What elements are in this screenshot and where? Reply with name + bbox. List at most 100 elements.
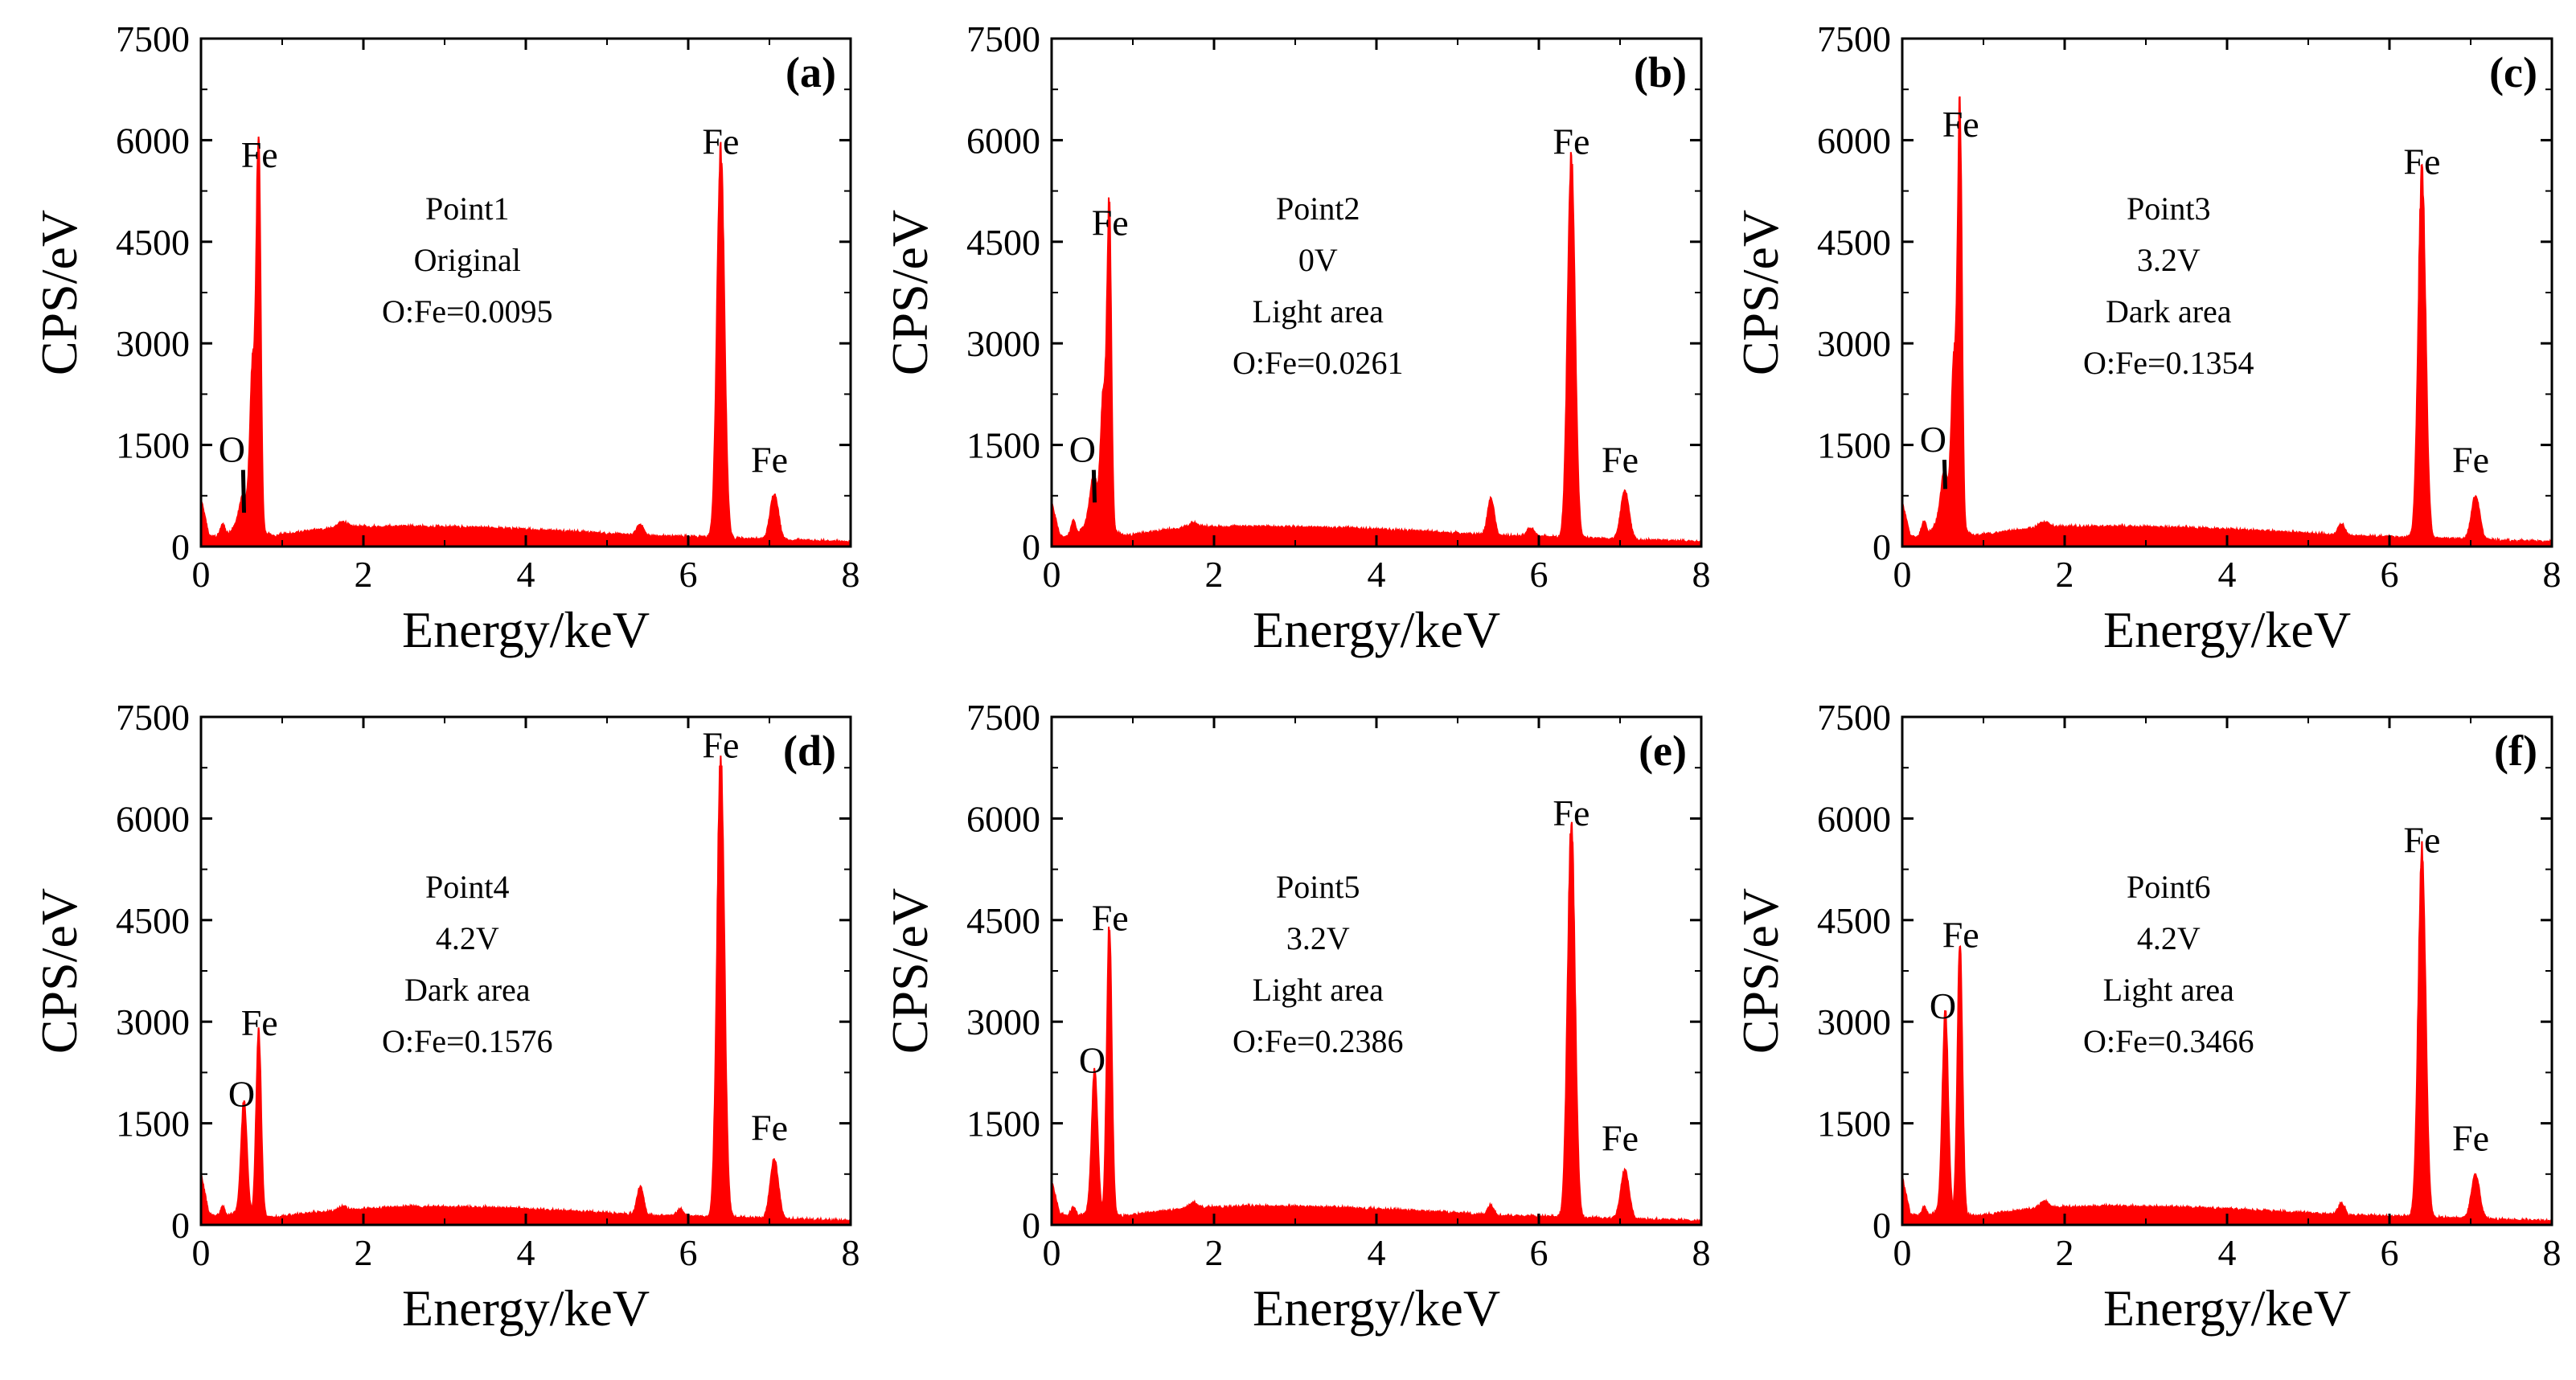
- oxygen-peak-label: O: [219, 429, 245, 470]
- y-tick-label: 3000: [1817, 323, 1891, 364]
- iron-peak-label: Fe: [1092, 202, 1129, 243]
- spectrum-fill: [201, 137, 851, 547]
- spectrum-panel-4: 0 2 4 6 8 0 1500 3000 4500 6000 7500 Energy/keV CPS/…: [31, 697, 860, 1337]
- x-tick-label: 4: [517, 1232, 535, 1273]
- x-tick-label: 0: [192, 554, 211, 595]
- x-tick-label: 8: [842, 1232, 860, 1273]
- annotation-line: Light area: [1253, 972, 1384, 1008]
- y-tick-label: 6000: [1817, 120, 1891, 161]
- y-tick-label: 4500: [966, 222, 1040, 263]
- y-tick-label: 6000: [1817, 798, 1891, 839]
- x-tick-label: 0: [192, 1232, 211, 1273]
- x-tick-label: 0: [1893, 554, 1912, 595]
- y-axis-title: CPS/eV: [1732, 888, 1789, 1054]
- y-tick-label: 0: [1873, 1205, 1891, 1246]
- panel-tag: (c): [2489, 48, 2537, 96]
- x-tick-label: 4: [1368, 554, 1386, 595]
- annotation-line: O:Fe=0.1576: [382, 1023, 553, 1059]
- panel-tag: (b): [1634, 48, 1687, 96]
- x-axis-title: Energy/keV: [402, 601, 650, 658]
- annotation-line: 3.2V: [1286, 920, 1350, 956]
- spectrum-panel-1: 0 2 4 6 8 0 1500 3000 4500 6000 7500 Energy/keV CPS/…: [31, 18, 860, 658]
- iron-peak-label: Fe: [702, 725, 739, 766]
- iron-peak-label: Fe: [2403, 141, 2440, 182]
- y-tick-label: 7500: [116, 18, 190, 59]
- annotation-line: Dark area: [2106, 293, 2232, 330]
- x-tick-label: 4: [517, 554, 535, 595]
- spectrum-fill: [1902, 96, 2552, 547]
- annotation-line: 4.2V: [2137, 920, 2201, 956]
- annotation-line: O:Fe=0.1354: [2083, 345, 2254, 381]
- oxygen-peak-label: O: [1069, 429, 1096, 470]
- annotation-line: 3.2V: [2137, 242, 2201, 278]
- oxygen-peak-label: O: [1920, 419, 1946, 460]
- x-tick-label: 6: [2381, 554, 2399, 595]
- oxygen-peak-label: O: [228, 1074, 255, 1115]
- y-tick-label: 4500: [1817, 900, 1891, 941]
- y-tick-label: 0: [1022, 526, 1040, 567]
- oxygen-pointer-line: [1091, 469, 1097, 503]
- annotation-line: 0V: [1298, 242, 1338, 278]
- annotation-line: Original: [414, 242, 521, 278]
- x-tick-label: 6: [679, 1232, 698, 1273]
- panel-tag: (d): [783, 727, 836, 775]
- annotation-line: O:Fe=0.2386: [1233, 1023, 1404, 1059]
- y-tick-label: 0: [171, 1205, 190, 1246]
- annotation-line: O:Fe=0.0261: [1233, 345, 1404, 381]
- spectrum-fill: [201, 756, 851, 1225]
- annotation-line: Light area: [2103, 972, 2234, 1008]
- annotation-line: O:Fe=0.3466: [2083, 1023, 2254, 1059]
- y-tick-label: 4500: [1817, 222, 1891, 263]
- y-axis-title: CPS/eV: [1732, 210, 1789, 375]
- y-tick-label: 1500: [1817, 1104, 1891, 1145]
- y-tick-label: 0: [1873, 526, 1891, 567]
- panel-tag: (f): [2494, 727, 2537, 775]
- iron-peak-label: Fe: [1942, 915, 1979, 956]
- y-tick-label: 7500: [966, 697, 1040, 738]
- x-axis-title: Energy/keV: [2103, 1280, 2351, 1337]
- x-tick-label: 6: [1530, 1232, 1548, 1273]
- y-axis-title: CPS/eV: [31, 210, 88, 375]
- spectrum-line: [200, 756, 851, 1226]
- x-tick-label: 8: [842, 554, 860, 595]
- x-tick-label: 8: [2543, 1232, 2562, 1273]
- y-tick-label: 6000: [116, 798, 190, 839]
- spectrum-line: [1051, 821, 1702, 1226]
- y-tick-label: 3000: [116, 323, 190, 364]
- y-tick-label: 0: [1022, 1205, 1040, 1246]
- y-axis-title: CPS/eV: [881, 210, 938, 375]
- iron-peak-label: Fe: [2403, 820, 2440, 861]
- x-tick-label: 8: [1692, 554, 1711, 595]
- spectrum-fill: [1052, 821, 1701, 1225]
- y-tick-label: 7500: [116, 697, 190, 738]
- iron-peak-label: Fe: [1602, 1117, 1639, 1158]
- y-tick-label: 4500: [116, 900, 190, 941]
- y-tick-label: 6000: [116, 120, 190, 161]
- y-tick-label: 0: [171, 526, 190, 567]
- iron-peak-label: Fe: [2452, 1117, 2489, 1158]
- oxygen-pointer-line: [1942, 459, 1948, 489]
- x-tick-label: 2: [1205, 1232, 1224, 1273]
- spectrum-line: [1901, 841, 2553, 1226]
- x-tick-label: 0: [1043, 554, 1061, 595]
- spectrum-line: [200, 136, 851, 547]
- y-tick-label: 1500: [966, 425, 1040, 466]
- iron-peak-label: Fe: [241, 134, 278, 175]
- spectrum-panel-3: 0 2 4 6 8 0 1500 3000 4500 6000 7500 Energy/keV CPS/…: [1732, 18, 2562, 658]
- plot-frame: [199, 715, 852, 1226]
- spectrum-panel-2: 0 2 4 6 8 0 1500 3000 4500 6000 7500 Energy/keV CPS/…: [881, 18, 1711, 658]
- annotation-line: Point6: [2127, 869, 2210, 905]
- y-tick-label: 1500: [1817, 425, 1891, 466]
- x-tick-label: 2: [355, 554, 373, 595]
- annotation-line: Point2: [1276, 190, 1360, 227]
- x-tick-label: 8: [1692, 1232, 1711, 1273]
- spectrum-panel-6: 0 2 4 6 8 0 1500 3000 4500 6000 7500 Energy/keV CPS/…: [1732, 697, 2562, 1337]
- oxygen-peak-label: O: [1079, 1039, 1105, 1080]
- y-tick-label: 7500: [1817, 18, 1891, 59]
- annotation-line: O:Fe=0.0095: [382, 293, 553, 330]
- x-tick-label: 4: [2218, 1232, 2237, 1273]
- iron-peak-label: Fe: [1092, 897, 1129, 938]
- x-tick-label: 6: [679, 554, 698, 595]
- y-tick-label: 3000: [966, 1001, 1040, 1042]
